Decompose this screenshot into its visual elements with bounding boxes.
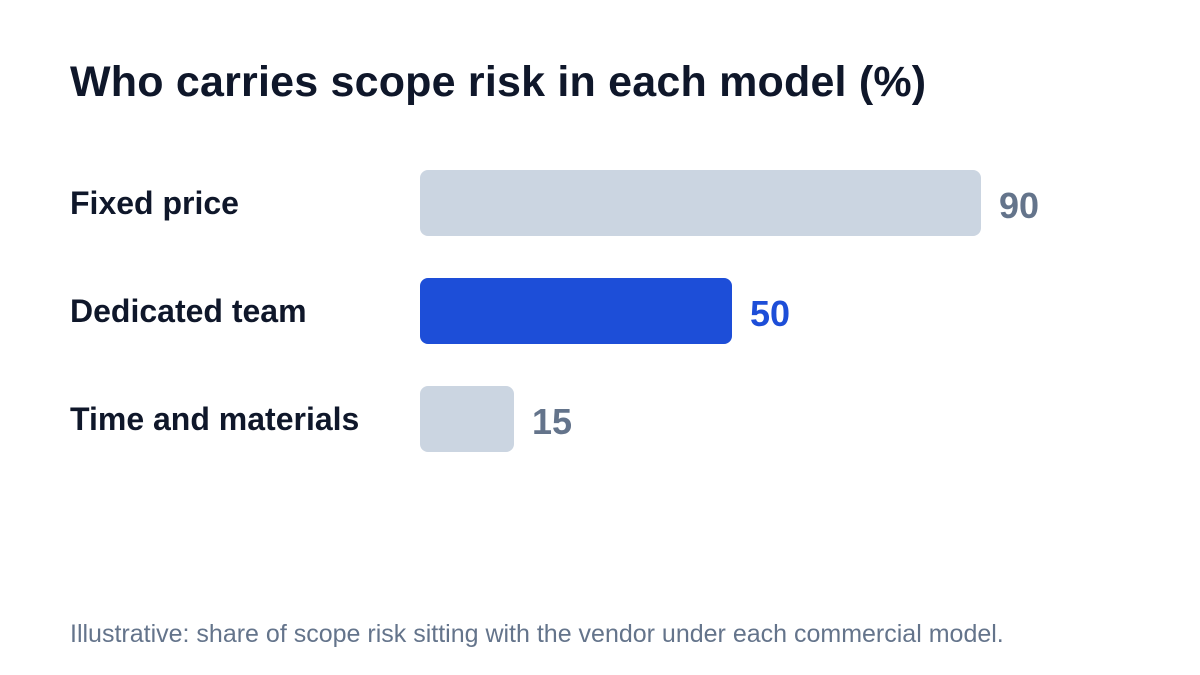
chart-footnote: Illustrative: share of scope risk sittin… — [70, 620, 1004, 648]
chart-title: Who carries scope risk in each model (%) — [70, 58, 927, 106]
bar — [420, 278, 732, 344]
value-label: 50 — [750, 293, 791, 334]
value-label: 15 — [532, 401, 573, 442]
category-label: Fixed price — [70, 185, 239, 221]
value-label: 90 — [999, 185, 1040, 226]
category-label: Time and materials — [70, 401, 360, 437]
bar — [420, 170, 981, 236]
category-label: Dedicated team — [70, 293, 307, 329]
bar — [420, 386, 514, 452]
